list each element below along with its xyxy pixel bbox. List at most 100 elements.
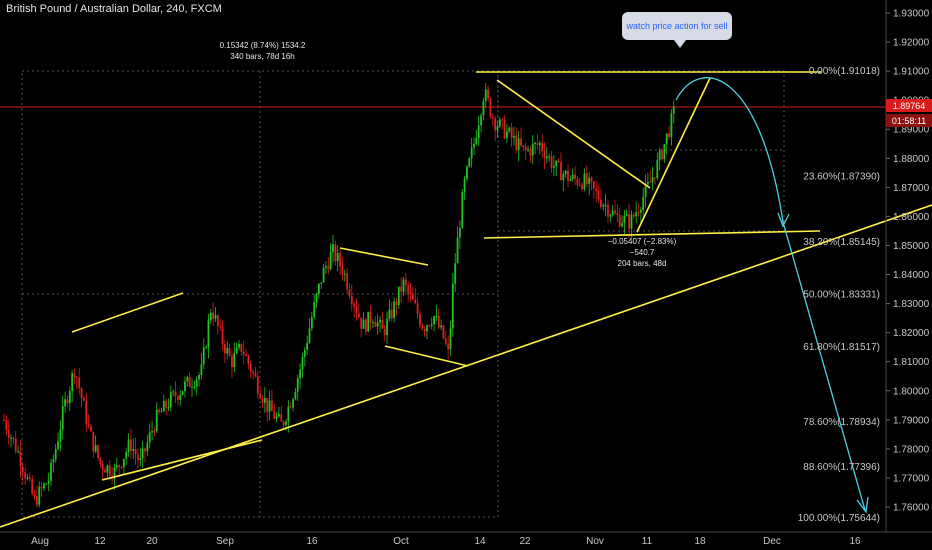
candle-body xyxy=(282,421,285,426)
time-tick-label: 11 xyxy=(642,536,653,547)
candle-body xyxy=(153,430,156,432)
time-tick-label: Aug xyxy=(31,536,49,547)
candle-body xyxy=(597,191,600,200)
time-tick-label: Oct xyxy=(393,536,409,547)
candle-body xyxy=(141,448,144,459)
candle-body xyxy=(435,316,438,318)
price-axis[interactable]: 1.930001.920001.910001.900001.890001.880… xyxy=(885,0,930,532)
candle-body xyxy=(628,214,630,229)
price-tick-label: 1.91000 xyxy=(893,67,930,78)
candle-body xyxy=(602,205,605,207)
candle-body xyxy=(383,328,386,336)
candle-body xyxy=(320,282,323,284)
callout-note[interactable]: watch price action for sell xyxy=(622,12,732,48)
candle-body xyxy=(318,283,320,294)
candle-body xyxy=(444,338,447,344)
candle-body xyxy=(162,400,165,412)
candle-body xyxy=(266,397,269,412)
candle-body xyxy=(588,177,591,184)
candle-body xyxy=(45,483,48,485)
candle-body xyxy=(647,181,649,185)
fib-level-label: 61.80%(1.81517) xyxy=(803,342,880,353)
candle-body xyxy=(642,197,645,210)
candle-body xyxy=(54,448,57,460)
candle-body xyxy=(125,452,128,459)
candle-body xyxy=(160,411,163,413)
neckline xyxy=(483,230,821,239)
candle-body xyxy=(308,328,311,343)
candle-body xyxy=(381,319,384,329)
candle-body xyxy=(254,372,257,377)
candle-body xyxy=(66,399,69,404)
candle-body xyxy=(228,347,231,356)
candle-body xyxy=(329,251,332,270)
candle-body xyxy=(414,299,417,304)
time-tick-label: 12 xyxy=(94,536,106,547)
current-price-tag: 1.89764 xyxy=(886,99,932,112)
time-axis[interactable]: Aug 12 20 Sep 16 Oct 14 22 Nov 11 18 Dec 16 xyxy=(0,531,932,547)
candle-body xyxy=(94,445,97,452)
drawings[interactable] xyxy=(0,71,932,528)
price-tick-label: 1.79000 xyxy=(893,415,930,426)
candle-body xyxy=(668,133,670,138)
candle-body xyxy=(205,347,207,349)
candle-body xyxy=(367,311,370,332)
candle-body xyxy=(268,400,271,412)
candle-body xyxy=(287,406,290,422)
candle-body xyxy=(144,448,146,452)
fib-levels: 0.00%(1.91018) 23.60%(1.87390) 38.20%(1.85… xyxy=(798,66,880,524)
candle-body xyxy=(536,143,539,145)
projection-arrowhead-1 xyxy=(777,212,790,228)
candle-body xyxy=(104,469,106,473)
candle-body xyxy=(17,451,19,453)
candle-body xyxy=(376,322,379,327)
candle-body xyxy=(433,316,435,325)
candle-body xyxy=(670,113,673,138)
candle-body xyxy=(85,401,88,425)
candle-body xyxy=(263,397,266,403)
candle-body xyxy=(52,459,55,463)
candle-body xyxy=(651,177,654,183)
candle-body xyxy=(374,322,377,327)
candle-body xyxy=(529,149,532,156)
flag-top xyxy=(496,79,651,189)
candle-body xyxy=(33,493,36,497)
candle-body xyxy=(665,133,668,145)
candle-body xyxy=(548,156,551,158)
candle-body xyxy=(388,309,391,319)
candle-body xyxy=(585,173,588,184)
candle-body xyxy=(313,302,316,317)
candle-body xyxy=(165,400,168,408)
candle-body xyxy=(130,439,132,451)
candle-body xyxy=(484,89,487,102)
candle-body xyxy=(240,343,243,352)
price-tick-label: 1.78000 xyxy=(893,444,930,455)
candle-body xyxy=(50,462,52,481)
candle-body xyxy=(541,142,544,152)
candle-body xyxy=(181,391,184,395)
candle-body xyxy=(550,156,553,168)
candle-body xyxy=(595,188,598,192)
candle-body xyxy=(553,166,555,168)
candle-body xyxy=(625,214,628,216)
candle-body xyxy=(198,375,200,380)
candle-body xyxy=(355,306,358,314)
price-tick-label: 1.85000 xyxy=(893,241,930,252)
candle-body xyxy=(71,373,74,391)
candle-body xyxy=(658,150,661,160)
candle-body xyxy=(412,293,414,300)
candle-body xyxy=(151,430,153,433)
candle-body xyxy=(637,212,640,214)
candle-body xyxy=(179,394,182,400)
candle-body xyxy=(350,295,353,305)
candle-body xyxy=(226,347,229,354)
candle-body xyxy=(40,486,43,489)
candle-body xyxy=(517,138,520,151)
candle-body xyxy=(390,309,393,319)
candle-body xyxy=(379,319,381,323)
candle-body xyxy=(242,351,245,355)
candle-body xyxy=(28,477,31,480)
candle-body xyxy=(155,409,158,432)
candle-body xyxy=(520,138,522,146)
